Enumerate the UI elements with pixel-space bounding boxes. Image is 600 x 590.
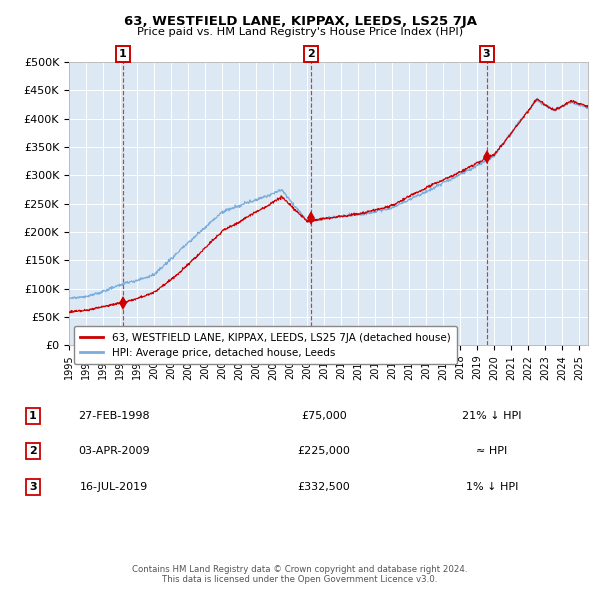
- Text: 1: 1: [119, 49, 127, 59]
- Text: 1: 1: [29, 411, 37, 421]
- Text: 21% ↓ HPI: 21% ↓ HPI: [462, 411, 522, 421]
- Text: £75,000: £75,000: [301, 411, 347, 421]
- Text: 2: 2: [308, 49, 316, 59]
- Text: 63, WESTFIELD LANE, KIPPAX, LEEDS, LS25 7JA: 63, WESTFIELD LANE, KIPPAX, LEEDS, LS25 …: [124, 15, 476, 28]
- Text: Price paid vs. HM Land Registry's House Price Index (HPI): Price paid vs. HM Land Registry's House …: [137, 27, 463, 37]
- Text: £225,000: £225,000: [298, 447, 350, 456]
- Legend: 63, WESTFIELD LANE, KIPPAX, LEEDS, LS25 7JA (detached house), HPI: Average price: 63, WESTFIELD LANE, KIPPAX, LEEDS, LS25 …: [74, 326, 457, 364]
- Text: 03-APR-2009: 03-APR-2009: [78, 447, 150, 456]
- Text: 16-JUL-2019: 16-JUL-2019: [80, 482, 148, 491]
- Text: 27-FEB-1998: 27-FEB-1998: [78, 411, 150, 421]
- Text: 3: 3: [29, 482, 37, 491]
- Text: 3: 3: [483, 49, 490, 59]
- Text: Contains HM Land Registry data © Crown copyright and database right 2024.
This d: Contains HM Land Registry data © Crown c…: [132, 565, 468, 584]
- Text: 2: 2: [29, 447, 37, 456]
- Text: ≈ HPI: ≈ HPI: [476, 447, 508, 456]
- Text: £332,500: £332,500: [298, 482, 350, 491]
- Text: 1% ↓ HPI: 1% ↓ HPI: [466, 482, 518, 491]
